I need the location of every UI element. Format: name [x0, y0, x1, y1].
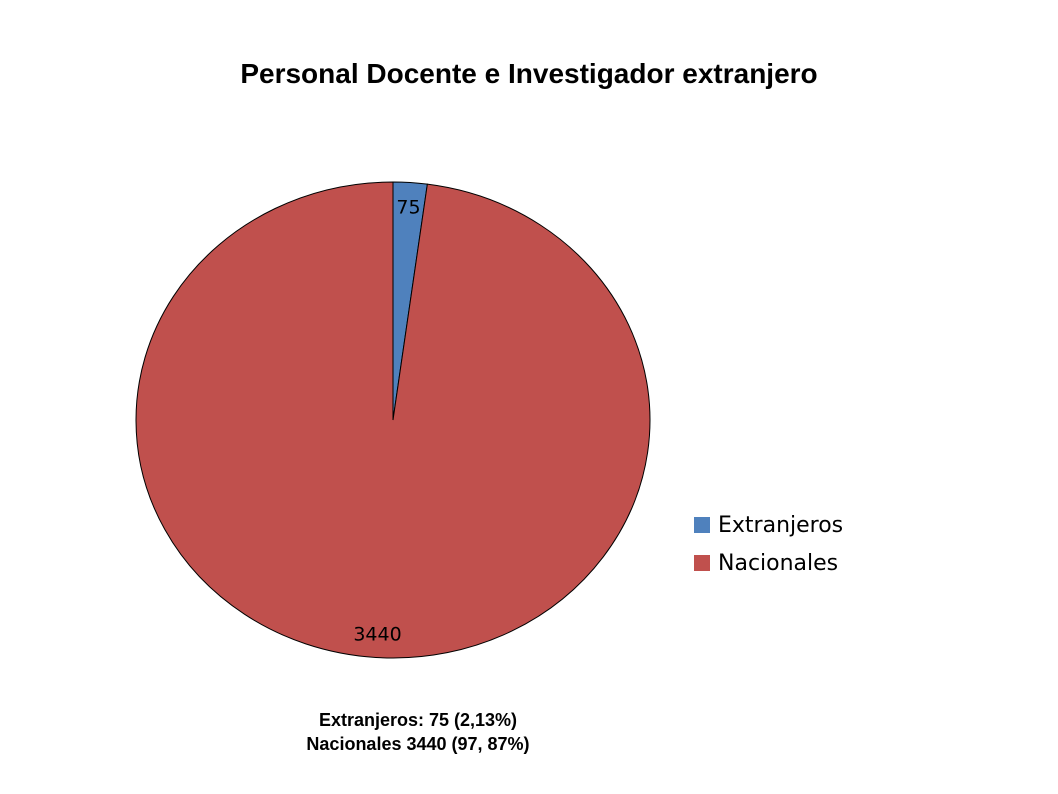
legend-item-extranjeros: Extranjeros — [694, 506, 843, 544]
footnote-line-nacionales: Nacionales 3440 (97, 87%) — [306, 734, 530, 754]
data-label-nacionales: 3440 — [353, 624, 401, 646]
legend-swatch-extranjeros — [694, 517, 710, 533]
legend-swatch-nacionales — [694, 555, 710, 571]
chart-title: Personal Docente e Investigador extranje… — [240, 58, 818, 89]
legend-label-extranjeros: Extranjeros — [718, 512, 844, 538]
footnote: Extranjeros: 75 (2,13%) Nacionales 3440 … — [0, 708, 836, 756]
pie-slice-nacionales — [135, 181, 651, 659]
footnote-line-extranjeros: Extranjeros: 75 (2,13%) — [318, 710, 518, 730]
legend-item-nacionales: Nacionales — [694, 544, 843, 582]
legend-label-nacionales: Nacionales — [718, 550, 839, 576]
data-label-extranjeros: 75 — [396, 196, 420, 218]
legend: Extranjeros Nacionales — [694, 506, 843, 582]
